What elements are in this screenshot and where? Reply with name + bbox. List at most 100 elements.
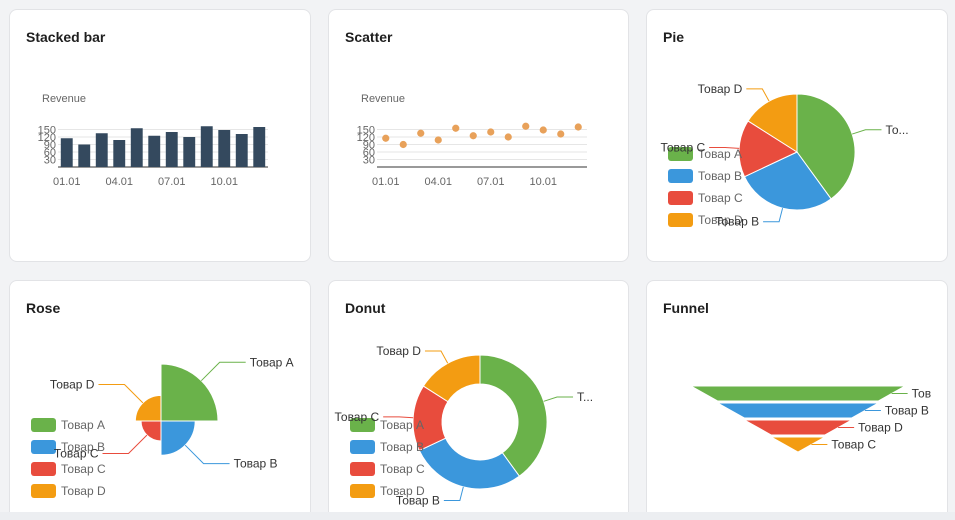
scatter-point	[557, 130, 565, 138]
funnel-label: Тов	[912, 387, 931, 401]
label-leader-line	[763, 208, 784, 223]
scatter-point	[574, 123, 582, 131]
pie-slice	[738, 120, 799, 178]
y-tick-label: 150	[357, 125, 375, 137]
scatter-point	[434, 136, 442, 144]
pie-slice	[796, 93, 856, 200]
horizontal-scrollbar[interactable]	[0, 512, 955, 520]
slice-label: То...	[885, 123, 908, 137]
y-axis-title: Revenue	[361, 93, 405, 105]
bar	[183, 137, 196, 167]
slice-label: Т...	[577, 390, 593, 404]
x-tick-label: 10.01	[210, 176, 238, 188]
legend-label: Товар B	[698, 169, 742, 183]
y-tick-label: 120	[357, 132, 375, 144]
legend-label: Товар C	[380, 462, 425, 476]
y-tick-label: 30	[363, 155, 375, 167]
scatter-point	[399, 140, 407, 149]
legend-swatch	[31, 418, 56, 432]
slice-label: Товар C	[335, 410, 380, 424]
card-title: Pie	[663, 29, 685, 45]
pie-slice	[743, 151, 832, 211]
card-stacked-bar: Stacked bar Revenue 30 60 90 120 150 01.01 04.0…	[9, 9, 311, 262]
legend-swatch	[668, 213, 693, 227]
funnel-stage	[689, 385, 907, 402]
legend-label: Товар B	[61, 440, 105, 454]
slice-label: Товар D	[698, 82, 743, 96]
x-tick-label: 04.01	[424, 176, 452, 188]
funnel-chart: Тов Товар B Товар D Товар C	[689, 385, 931, 453]
legend-label: Товар B	[380, 440, 424, 454]
pie-chart: Товар A Товар B Товар C Товар D То... Товар B…	[660, 82, 908, 229]
bar	[130, 128, 143, 167]
bar	[235, 134, 248, 167]
y-axis-title: Revenue	[42, 93, 86, 105]
bar	[218, 130, 231, 167]
label-leader-line	[98, 383, 144, 404]
y-tick-label: 120	[38, 132, 56, 144]
bar	[200, 126, 213, 167]
legend-swatch	[668, 191, 693, 205]
card-scatter: Scatter Revenue 30 60 90 120 150 01.01 04.01 07.…	[328, 9, 629, 262]
legend-swatch	[31, 484, 56, 498]
label-leader-line	[424, 350, 449, 364]
funnel-label: Товар D	[858, 421, 903, 435]
legend-label: Товар A	[380, 418, 424, 432]
slice-label: Товар C	[660, 140, 705, 154]
scatter-point	[522, 122, 530, 130]
legend-swatch	[350, 418, 375, 432]
slice-label: Товар D	[50, 377, 95, 391]
pie-slice	[418, 437, 521, 490]
legend-label: Товар D	[698, 213, 743, 227]
pie-slice	[422, 354, 481, 403]
y-tick-label: 60	[44, 147, 56, 159]
card-donut: Donut Товар A Товар B Товар C Товар D Т... То…	[328, 280, 629, 520]
scatter-point	[382, 134, 390, 142]
legend-label: Товар D	[61, 484, 106, 498]
legend-label: Товар C	[61, 462, 106, 476]
card-rose: Rose Товар A Товар B Товар C Товар D Товар A…	[9, 280, 311, 520]
slice-label: Товар D	[376, 344, 421, 358]
scatter-point	[539, 126, 547, 134]
scatter-point	[469, 132, 477, 140]
pie-slice	[479, 354, 548, 477]
slice-label: Товар A	[250, 355, 294, 369]
legend-swatch	[350, 440, 375, 454]
label-leader-line	[200, 361, 246, 382]
bar	[78, 144, 91, 167]
slice-label: Товар B	[715, 215, 759, 229]
label-leader-line	[543, 396, 574, 402]
y-tick-label: 90	[44, 140, 56, 152]
card-title: Stacked bar	[26, 29, 106, 45]
funnel-label: Товар C	[831, 438, 876, 452]
label-leader-line	[746, 88, 770, 102]
scatter-point	[504, 133, 512, 141]
slice-label: Товар C	[54, 446, 99, 460]
legend-label: Товар C	[698, 191, 743, 205]
card-title: Rose	[26, 300, 61, 316]
funnel-stage	[715, 402, 881, 419]
x-tick-label: 01.01	[53, 176, 81, 188]
bar	[148, 135, 161, 167]
funnel-label: Товар B	[885, 404, 929, 418]
legend-swatch	[31, 462, 56, 476]
x-tick-label: 01.01	[372, 176, 400, 188]
card-title: Funnel	[663, 300, 709, 316]
card-pie: Pie Товар A Товар B Товар C Товар D То... Тов…	[646, 9, 948, 262]
label-leader-line	[383, 416, 414, 419]
bar	[113, 140, 126, 167]
legend-label: Товар A	[698, 147, 742, 161]
legend-label: Товар D	[380, 484, 425, 498]
scatter-point	[487, 128, 495, 136]
label-leader-line	[102, 434, 148, 454]
x-tick-label: 04.01	[105, 176, 133, 188]
card-title: Scatter	[345, 29, 393, 45]
y-tick-label: 30	[44, 155, 56, 167]
card-funnel: Funnel Тов Товар B Товар D Товар C	[646, 280, 948, 520]
y-tick-label: 60	[363, 147, 375, 159]
bar	[253, 127, 266, 167]
x-tick-label: 07.01	[158, 176, 186, 188]
bar	[165, 132, 178, 167]
